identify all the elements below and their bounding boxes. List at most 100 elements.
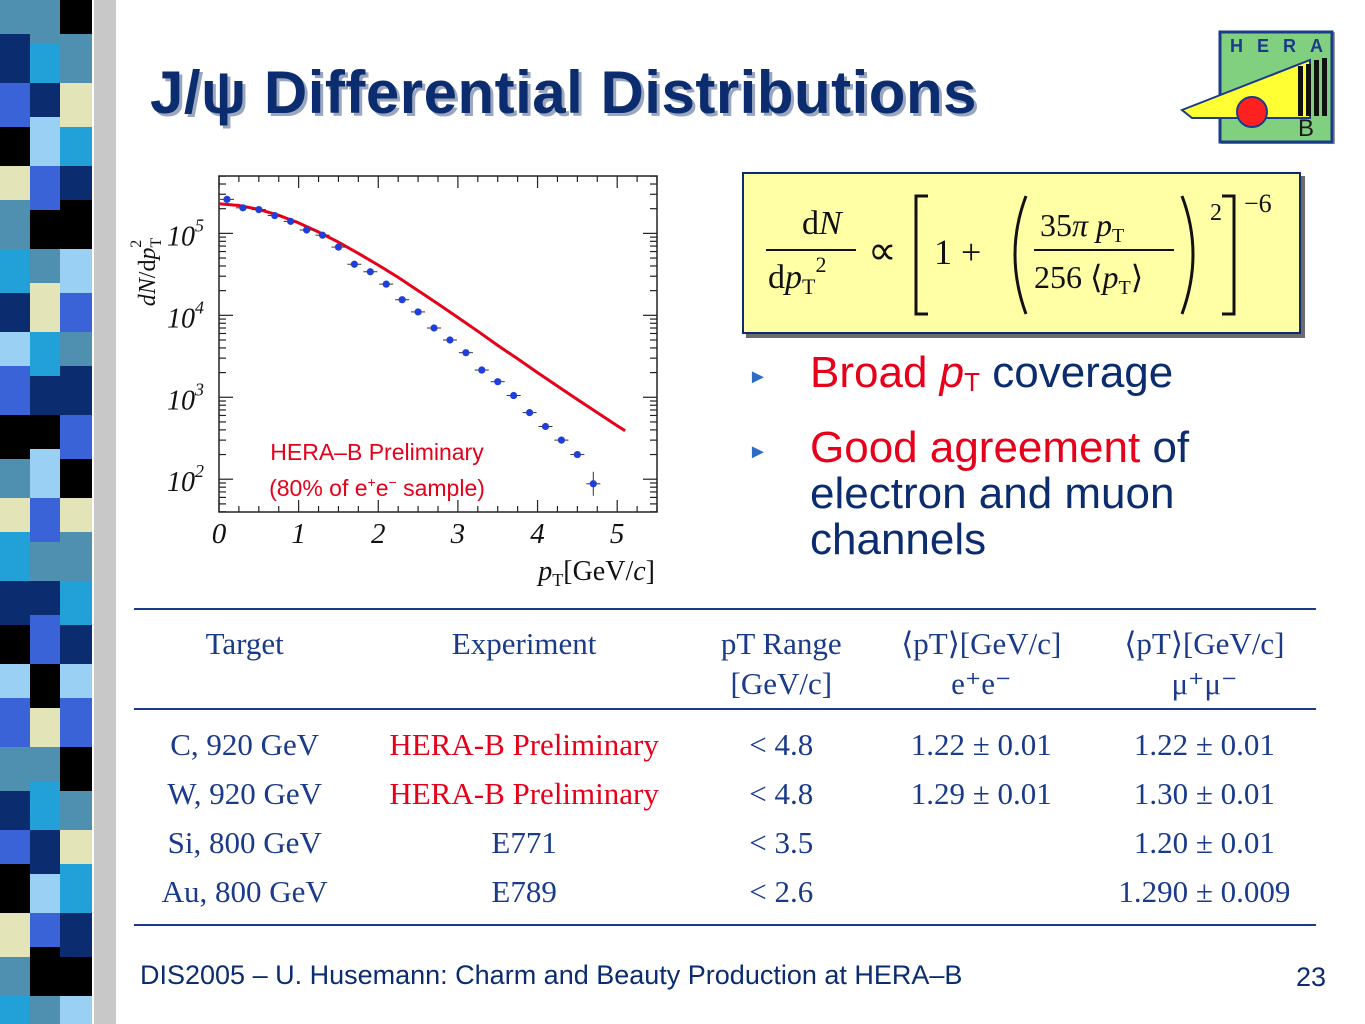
plot-ticks <box>218 175 658 513</box>
bullet-item: ► Broad pT coverage <box>748 350 1308 405</box>
stripe-block <box>0 498 30 532</box>
y-tick-labels: 105 104 103 102 <box>167 215 204 498</box>
stripe-block <box>0 996 30 1024</box>
cell-target: C, 920 GeV <box>170 726 320 762</box>
plot-frame <box>218 175 658 513</box>
stripe-block <box>60 332 92 366</box>
stripe-block <box>30 498 60 542</box>
data-point <box>318 231 327 239</box>
logo-letter-b: B <box>1298 115 1314 142</box>
cell-range: < 4.8 <box>749 775 814 811</box>
hera-b-logo: H E R A B <box>1180 30 1335 144</box>
logo-letter-h: H <box>1230 36 1243 56</box>
stripe-block <box>30 210 60 249</box>
bullet-text-rest: of electron and muon channels <box>810 423 1190 564</box>
data-point <box>541 422 550 431</box>
stripe-block <box>30 708 60 747</box>
pt-results-table: Target Experiment pT Range [GeV/c] ⟨pT⟩[G… <box>134 608 1316 926</box>
plot-annotation-line1: HERA–B Preliminary <box>270 439 484 465</box>
table-row: Si, 800 GeV E771 < 3.5 1.20 ± 0.01 <box>134 818 1316 867</box>
slide-footer: DIS2005 – U. Husemann: Charm and Beauty … <box>140 960 963 990</box>
stripe-block <box>60 498 92 532</box>
y-tick-label: 104 <box>167 297 204 334</box>
stripe-block <box>60 0 92 34</box>
header-mean-pt-mumu: ⟨pT⟩[GeV/c] μ⁺μ⁻ <box>1124 626 1285 701</box>
stripe-block <box>0 864 30 913</box>
stripe-block <box>30 830 60 874</box>
cell-experiment: HERA-B Preliminary <box>389 775 659 811</box>
data-point <box>398 296 406 304</box>
stripe-block <box>30 449 60 498</box>
stripe-block <box>0 415 30 459</box>
pt-distribution-plot: 105 104 103 102 0 1 2 3 4 5 dN/dpT2 pT[GeV/c] HE… <box>128 175 658 590</box>
stripe-block <box>30 874 60 913</box>
stripe-block <box>30 581 60 615</box>
stripe-block <box>30 781 60 830</box>
x-tick-label: 0 <box>212 518 227 550</box>
logo-bars <box>1298 58 1327 116</box>
formula-lhs-denominator: dpT2 <box>768 252 826 299</box>
stripe-block <box>0 166 30 200</box>
stripe-block <box>30 947 60 996</box>
formula-inner-numerator: 35π pT <box>1040 207 1124 247</box>
data-point <box>271 211 279 220</box>
data-point <box>446 336 454 344</box>
stripe-block <box>30 664 60 708</box>
stripe-block <box>0 830 30 864</box>
data-point <box>303 226 311 234</box>
stripe-block <box>60 249 92 293</box>
data-point <box>510 391 518 400</box>
header-experiment: Experiment <box>451 626 597 661</box>
cell-range: < 2.6 <box>749 873 814 909</box>
page-number: 23 <box>1296 962 1327 992</box>
stripe-block <box>60 532 92 581</box>
bullet-arrow-icon: ► <box>748 366 768 388</box>
stripe-block <box>0 0 30 34</box>
stripe-block <box>30 83 60 117</box>
stripe-block <box>0 200 30 249</box>
stripe-block <box>60 83 92 127</box>
stripe-block <box>60 581 92 625</box>
data-point <box>573 450 581 459</box>
x-tick-label: 5 <box>610 518 625 550</box>
logo-ball <box>1236 96 1268 128</box>
cell-experiment: E771 <box>491 824 557 860</box>
stripe-block <box>0 34 30 83</box>
formula-inner-denominator: 256 ⟨pT⟩ <box>1034 259 1143 299</box>
logo-letter-r: R <box>1283 36 1296 56</box>
stripe-block <box>30 913 60 947</box>
slide-title: J/ψ Differential Distributions <box>150 59 977 126</box>
stripe-block <box>0 957 30 996</box>
stripe-block <box>60 293 92 332</box>
stripe-block <box>0 459 30 498</box>
stripe-block <box>60 166 92 200</box>
formula-left-paren <box>1013 195 1028 315</box>
stripe-block <box>0 127 30 166</box>
cell-experiment: E789 <box>491 873 557 909</box>
data-point <box>366 268 374 276</box>
pt-formula-box: dN dpT2 ∝ 1 + 35π pT 256 ⟨pT⟩ 2 −6 <box>742 172 1301 334</box>
stripe-block <box>0 747 30 791</box>
pt-formula: dN dpT2 ∝ 1 + 35π pT 256 ⟨pT⟩ 2 −6 <box>766 189 1272 316</box>
data-point <box>525 409 534 417</box>
data-point <box>430 324 438 332</box>
bullet-list: ► Broad pT coverage ► Good agreement of … <box>748 350 1308 583</box>
cell-ee <box>870 867 1093 925</box>
stripe-block <box>60 791 92 830</box>
stripe-block <box>30 747 60 781</box>
stripe-block <box>60 459 92 498</box>
stripe-block <box>30 249 60 283</box>
stripe-block <box>30 376 60 415</box>
stripe-block <box>60 830 92 864</box>
stripe-block <box>60 200 92 249</box>
formula-right-paren <box>1180 195 1195 315</box>
stripe-block <box>30 615 60 664</box>
data-point <box>382 280 390 288</box>
stripe-block <box>0 581 30 625</box>
x-tick-labels: 0 1 2 3 4 5 <box>212 518 625 550</box>
stripe-block <box>30 332 60 376</box>
x-tick-label: 4 <box>530 518 545 550</box>
stripe-block <box>60 415 92 459</box>
stripe-block <box>60 957 92 996</box>
stripe-block <box>60 366 92 415</box>
